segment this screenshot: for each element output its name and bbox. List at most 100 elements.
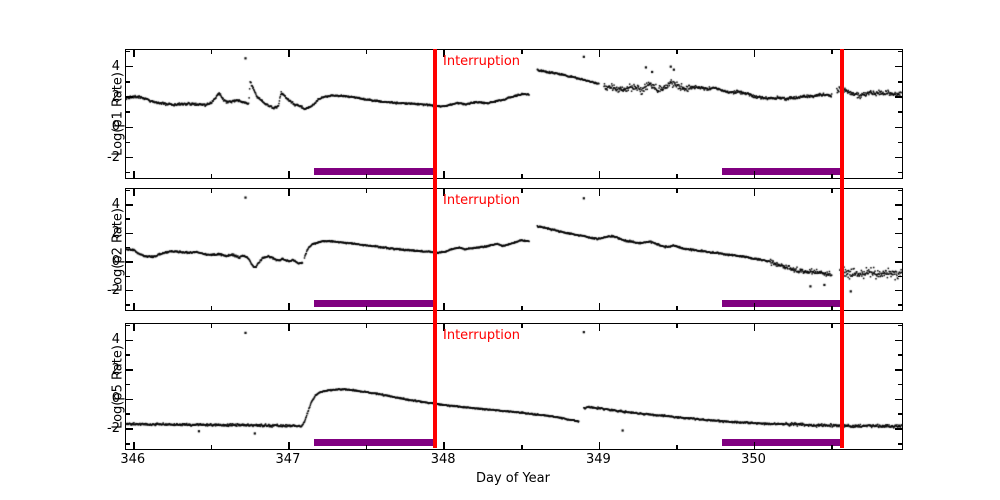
x-tick <box>676 189 678 193</box>
y-tick-label: 4 <box>111 58 120 74</box>
y-tick <box>898 354 902 356</box>
x-tick <box>753 324 756 331</box>
y-tick <box>126 428 133 430</box>
x-tick <box>831 50 833 54</box>
x-tick <box>443 171 445 178</box>
interruption-event-line <box>433 49 438 448</box>
x-tick <box>753 171 756 178</box>
y-tick <box>895 339 902 342</box>
coverage-bar <box>721 168 840 175</box>
y-tick <box>898 218 902 220</box>
x-tick <box>288 171 290 178</box>
y-tick <box>126 398 133 401</box>
x-tick <box>676 445 678 449</box>
y-tick <box>898 50 902 53</box>
x-tick <box>676 50 678 54</box>
interruption-annotation-p1: Interruption <box>443 54 521 69</box>
scatter-canvas-p5 <box>126 324 902 449</box>
y-tick <box>895 369 902 371</box>
y-tick <box>895 232 902 235</box>
x-tick <box>443 324 445 331</box>
y-tick-label: 4 <box>111 332 120 348</box>
coverage-bar <box>313 168 437 175</box>
y-tick <box>895 289 902 292</box>
x-tick <box>443 442 445 449</box>
x-tick <box>676 174 678 178</box>
y-tick <box>126 218 130 220</box>
y-tick-label: 0 <box>111 119 120 135</box>
y-tick <box>126 232 133 235</box>
x-tick <box>521 174 523 178</box>
x-tick <box>365 50 368 54</box>
y-tick-label: 2 <box>111 225 120 241</box>
y-tick <box>126 339 133 342</box>
interruption-annotation-p2: Interruption <box>443 193 521 208</box>
x-tick <box>831 306 833 310</box>
y-tick <box>898 324 902 327</box>
interruption-annotation-p5: Interruption <box>443 328 521 343</box>
scatter-canvas-p1 <box>126 50 902 178</box>
y-tick <box>126 383 130 386</box>
y-tick <box>895 96 902 98</box>
x-tick-label: 346 <box>120 452 146 467</box>
y-tick <box>895 204 902 206</box>
y-tick <box>898 111 902 113</box>
x-tick <box>521 445 523 449</box>
y-tick <box>895 398 902 401</box>
x-tick <box>133 303 135 310</box>
y-tick-label: -2 <box>107 149 120 165</box>
y-tick-label: 4 <box>111 196 120 212</box>
x-tick <box>210 306 213 310</box>
x-tick <box>365 174 368 178</box>
x-tick <box>133 324 135 331</box>
x-tick <box>288 442 290 449</box>
x-tick <box>521 50 523 54</box>
x-tick <box>753 303 756 310</box>
y-tick <box>126 141 130 144</box>
x-tick <box>753 189 756 196</box>
x-tick <box>676 324 678 328</box>
x-tick <box>288 50 290 57</box>
x-tick <box>365 445 368 449</box>
coverage-bar <box>313 439 437 446</box>
y-tick-label: -2 <box>107 282 120 298</box>
y-tick <box>126 126 133 128</box>
coverage-bar <box>721 300 840 307</box>
y-tick <box>898 171 902 174</box>
y-tick <box>126 81 130 83</box>
scatter-canvas-p2 <box>126 189 902 310</box>
x-tick <box>831 445 833 449</box>
y-tick <box>126 413 130 415</box>
y-tick <box>895 126 902 128</box>
y-tick-label: 0 <box>111 254 120 270</box>
y-tick <box>126 65 133 68</box>
y-tick <box>126 96 133 98</box>
coverage-bar <box>721 439 840 446</box>
x-tick <box>210 189 213 193</box>
x-tick-label: 350 <box>741 452 766 467</box>
y-tick <box>895 428 902 430</box>
y-tick <box>126 50 130 53</box>
y-tick <box>126 324 130 327</box>
x-tick <box>443 189 445 196</box>
y-tick-label: 0 <box>111 391 120 407</box>
x-tick-label: 349 <box>585 452 611 467</box>
y-tick <box>898 141 902 144</box>
y-tick <box>898 81 902 83</box>
x-tick <box>521 306 523 310</box>
y-tick <box>126 156 133 159</box>
x-tick <box>831 174 833 178</box>
x-tick <box>831 324 833 328</box>
x-tick <box>598 303 601 310</box>
x-tick <box>521 324 523 328</box>
y-tick <box>898 383 902 386</box>
y-tick <box>126 275 130 278</box>
x-tick <box>365 324 368 328</box>
y-tick <box>126 369 133 371</box>
y-tick <box>126 171 130 174</box>
panel-p1: Log(p1 Rate) Interruption -2 0 2 4 <box>107 49 903 179</box>
y-tick <box>126 111 130 113</box>
y-tick <box>898 413 902 415</box>
y-tick <box>898 443 902 445</box>
